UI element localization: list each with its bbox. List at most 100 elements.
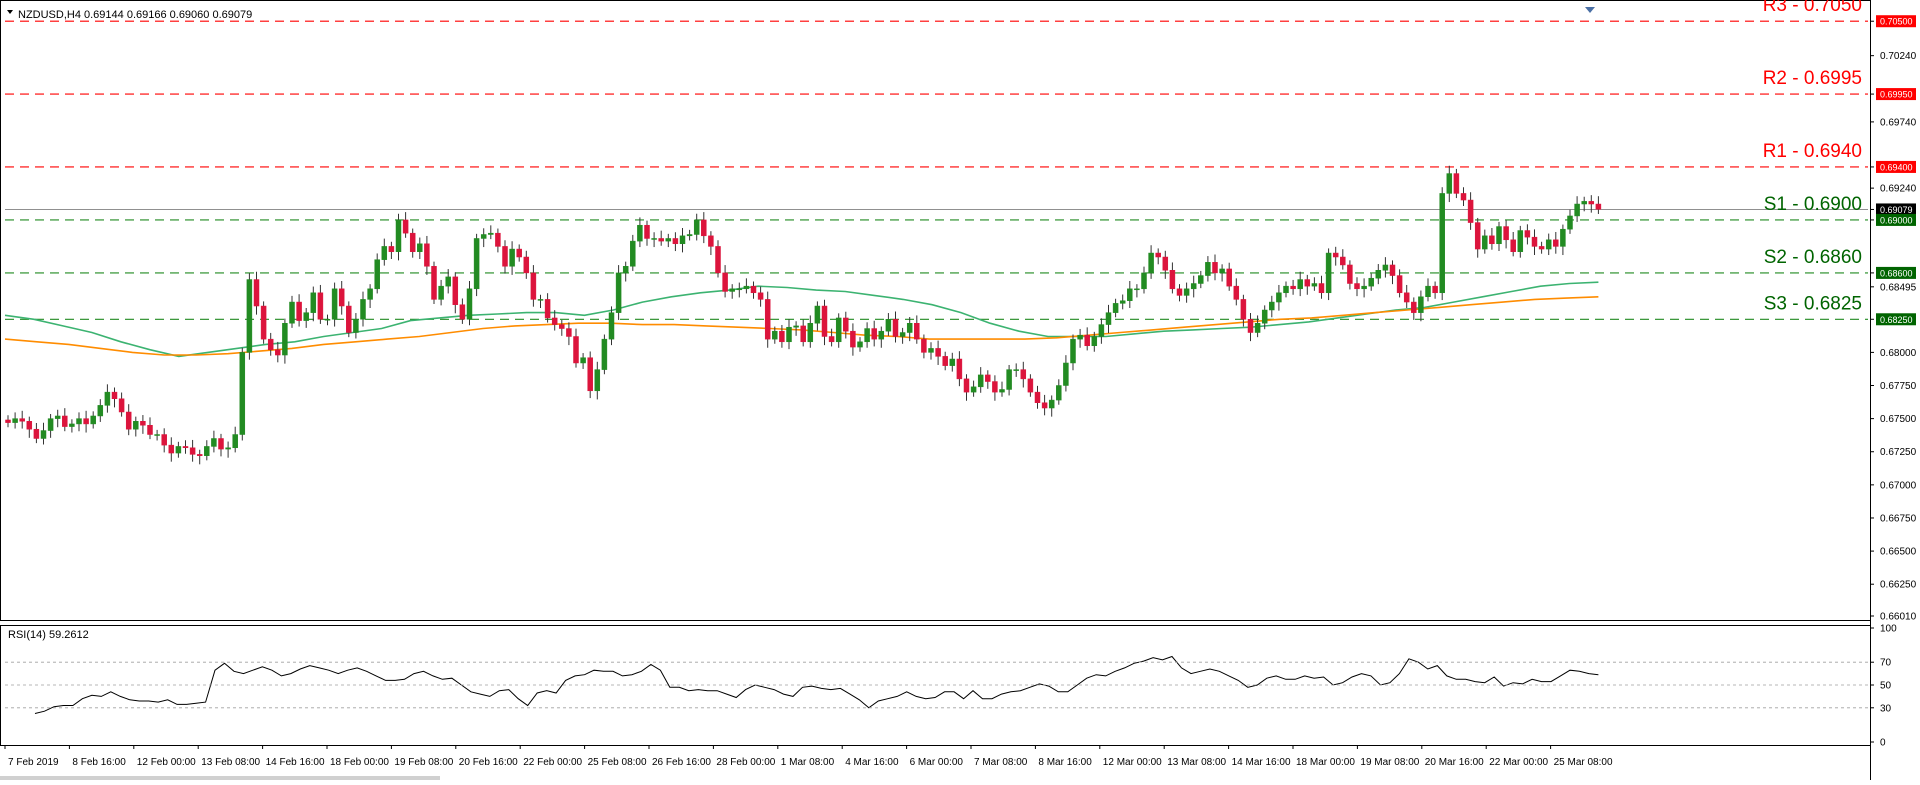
candle-body bbox=[324, 319, 331, 321]
candle bbox=[1574, 196, 1580, 222]
candle-body bbox=[1581, 201, 1587, 205]
candle bbox=[1247, 313, 1254, 342]
candle-body bbox=[1084, 334, 1090, 347]
candle-body bbox=[715, 246, 721, 274]
candle bbox=[1332, 246, 1339, 266]
candle bbox=[999, 381, 1005, 397]
candle bbox=[1205, 256, 1211, 282]
candle-body bbox=[104, 391, 111, 406]
candle-body bbox=[1418, 296, 1424, 313]
candle-body bbox=[1425, 285, 1431, 298]
candle-body bbox=[786, 326, 792, 343]
candle-body bbox=[665, 238, 672, 242]
candle-body bbox=[608, 312, 615, 340]
candle bbox=[402, 212, 409, 238]
candle-body bbox=[69, 423, 75, 427]
candle-body bbox=[800, 325, 806, 343]
level-label-r2: R2 - 0.6995 bbox=[1763, 68, 1862, 89]
candle bbox=[1325, 248, 1332, 301]
candle bbox=[601, 334, 608, 375]
candle bbox=[1368, 273, 1374, 291]
candle-body bbox=[1148, 252, 1154, 274]
candle bbox=[260, 301, 267, 344]
price-tag bbox=[1876, 266, 1916, 279]
candle-body bbox=[353, 319, 359, 333]
rsi-line bbox=[34, 655, 1599, 714]
candle-body bbox=[211, 438, 217, 447]
candle bbox=[906, 317, 913, 342]
candle-body bbox=[793, 325, 799, 328]
time-tick-label: 7 Feb 2019 bbox=[8, 757, 59, 768]
candle bbox=[161, 428, 167, 453]
candle-body bbox=[1510, 239, 1516, 252]
candle-body bbox=[1119, 300, 1126, 304]
candle bbox=[949, 352, 956, 372]
candle bbox=[750, 281, 757, 299]
candle-body bbox=[388, 246, 395, 252]
candle-body bbox=[970, 386, 977, 393]
price-tag bbox=[1876, 88, 1916, 101]
candle-body bbox=[346, 305, 352, 333]
price-tick-label: 0.69240 bbox=[1880, 184, 1917, 195]
candle-body bbox=[679, 235, 686, 245]
candle bbox=[33, 422, 40, 444]
time-tick-label: 20 Mar 16:00 bbox=[1425, 757, 1484, 768]
candle bbox=[800, 319, 806, 347]
candle-body bbox=[878, 330, 885, 340]
candle bbox=[154, 429, 160, 441]
candle-body bbox=[814, 305, 821, 324]
candle bbox=[1403, 284, 1410, 309]
candle-body bbox=[395, 219, 402, 252]
candle bbox=[956, 351, 963, 387]
price-tick-label: 0.66750 bbox=[1880, 513, 1917, 524]
chart-scrollbar[interactable] bbox=[0, 776, 440, 780]
candle bbox=[1482, 229, 1488, 254]
candle-body bbox=[26, 421, 33, 430]
candle-body bbox=[1503, 226, 1509, 241]
candle bbox=[175, 441, 182, 458]
candle-body bbox=[204, 446, 210, 456]
candle-body bbox=[1432, 285, 1438, 294]
candle-body bbox=[1013, 369, 1019, 371]
candle bbox=[516, 244, 522, 262]
candle-body bbox=[275, 349, 281, 356]
candle bbox=[1077, 328, 1083, 348]
candle-body bbox=[62, 415, 68, 427]
candle bbox=[495, 228, 501, 253]
collapse-triangle-icon[interactable] bbox=[7, 10, 13, 14]
level-label-s1: S1 - 0.6900 bbox=[1764, 194, 1862, 215]
candle bbox=[1056, 379, 1062, 405]
level-label-r3: R3 - 0.7050 bbox=[1763, 0, 1862, 16]
candle-body bbox=[1190, 283, 1197, 290]
candle-body bbox=[1389, 264, 1396, 276]
candle-body bbox=[338, 288, 345, 307]
price-tag-label: 0.69000 bbox=[1880, 215, 1913, 225]
candle-body bbox=[992, 381, 998, 393]
candle bbox=[1297, 271, 1303, 297]
candle-body bbox=[1460, 193, 1467, 201]
price-pane-frame bbox=[0, 0, 1871, 621]
candle-body bbox=[1070, 338, 1076, 364]
candle bbox=[963, 374, 970, 401]
candle-body bbox=[651, 238, 657, 240]
candle bbox=[324, 314, 331, 326]
rsi-tick-label: 0 bbox=[1880, 738, 1886, 749]
candle bbox=[466, 280, 473, 326]
price-tick-label: 0.67750 bbox=[1880, 381, 1917, 392]
candle bbox=[1212, 254, 1218, 281]
candle bbox=[480, 228, 487, 248]
candle-body bbox=[133, 421, 139, 430]
candle-body bbox=[1311, 283, 1318, 287]
candle-body bbox=[140, 421, 146, 426]
candle-body bbox=[196, 454, 203, 456]
chart-shift-marker-icon[interactable] bbox=[1585, 7, 1595, 13]
candle bbox=[587, 351, 593, 399]
candle bbox=[1503, 220, 1509, 249]
candle-body bbox=[239, 352, 246, 435]
candle-body bbox=[658, 238, 664, 242]
candle bbox=[253, 271, 260, 315]
candle-body bbox=[843, 317, 849, 332]
rsi-axis: 100 70 50 30 0 bbox=[1870, 624, 1897, 749]
candle-body bbox=[1304, 279, 1311, 287]
